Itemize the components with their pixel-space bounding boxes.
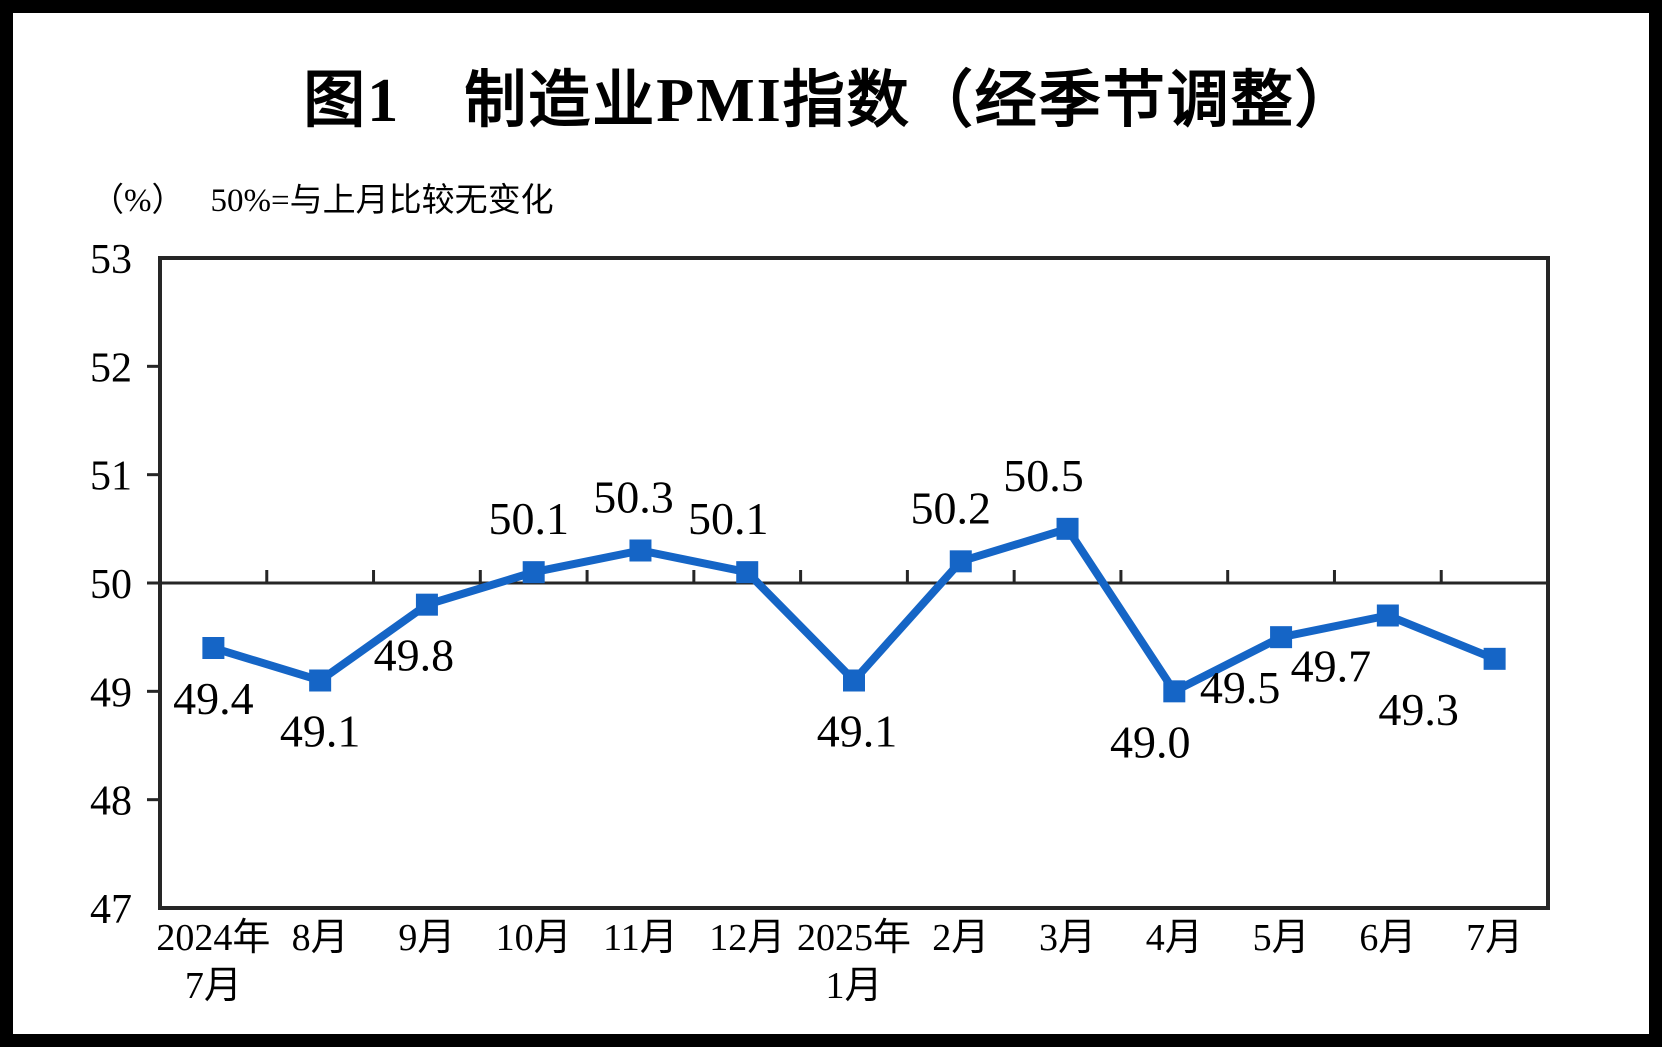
data-point-label: 49.3 xyxy=(1378,684,1459,735)
x-axis-label: 3月 xyxy=(1039,917,1096,959)
x-axis-label: 11月 xyxy=(603,917,678,959)
chart-title: 图1 制造业PMI指数（经季节调整） xyxy=(303,67,1359,135)
data-point-marker xyxy=(309,669,332,692)
y-axis-label: 48 xyxy=(90,779,132,825)
x-axis-label: 2月 xyxy=(932,917,989,959)
data-point-marker xyxy=(415,593,438,616)
x-axis-label: 6月 xyxy=(1359,917,1416,959)
reference-note: 50%=与上月比较无变化 xyxy=(210,183,554,219)
data-point-label: 49.0 xyxy=(1110,716,1191,767)
data-point-label: 49.7 xyxy=(1291,641,1372,692)
data-point-label: 49.1 xyxy=(817,706,898,757)
x-axis-label: 1月 xyxy=(825,965,882,1007)
pmi-line-chart: 53 52 51 50 49 48 47 2024年 7月 8月 9月 10月 11月 12月 2025年 1… xyxy=(90,237,1550,1007)
data-point-label: 49.8 xyxy=(374,630,455,681)
y-axis-label: 47 xyxy=(90,887,132,933)
y-axis-label: 53 xyxy=(90,237,132,283)
y-axis-label: 50 xyxy=(90,562,132,608)
x-axis-label: 8月 xyxy=(292,917,349,959)
data-point-marker xyxy=(1483,647,1506,670)
data-point-label: 50.3 xyxy=(593,472,674,523)
data-point-label: 50.5 xyxy=(1003,450,1084,501)
data-point-label: 49.5 xyxy=(1200,662,1281,713)
x-axis-label: 9月 xyxy=(398,917,455,959)
data-point-marker xyxy=(629,539,652,562)
data-point-marker xyxy=(736,561,759,584)
data-point-label: 50.2 xyxy=(911,482,992,533)
x-axis-label: 7月 xyxy=(185,965,242,1007)
x-axis-label: 10月 xyxy=(496,917,572,959)
data-point-marker xyxy=(202,637,225,659)
chart-subtitle: （%） 50%=与上月比较无变化 xyxy=(91,173,554,221)
x-axis-label: 2024年 xyxy=(156,917,270,959)
unit-label: （%） xyxy=(91,183,185,219)
x-axis-label: 5月 xyxy=(1253,917,1310,959)
x-axis-label: 2025年 xyxy=(797,917,911,959)
y-axis-label: 52 xyxy=(90,345,132,391)
data-point-marker xyxy=(1270,626,1293,649)
y-axis-label: 51 xyxy=(90,454,132,500)
data-point-marker xyxy=(949,550,972,573)
data-point-marker xyxy=(522,561,545,584)
x-axis-label: 12月 xyxy=(709,917,785,959)
data-point-label: 50.1 xyxy=(688,493,769,544)
y-axis-label: 49 xyxy=(90,670,132,716)
data-point-marker xyxy=(1376,604,1399,627)
x-axis-label: 7月 xyxy=(1466,917,1523,959)
data-point-marker xyxy=(843,669,865,692)
x-axis-label: 4月 xyxy=(1146,917,1203,959)
data-point-label: 49.4 xyxy=(173,673,254,724)
data-point-label: 50.1 xyxy=(488,493,569,544)
data-point-label: 49.1 xyxy=(280,706,361,757)
data-point-marker xyxy=(1163,680,1186,703)
data-point-marker xyxy=(1056,517,1079,540)
